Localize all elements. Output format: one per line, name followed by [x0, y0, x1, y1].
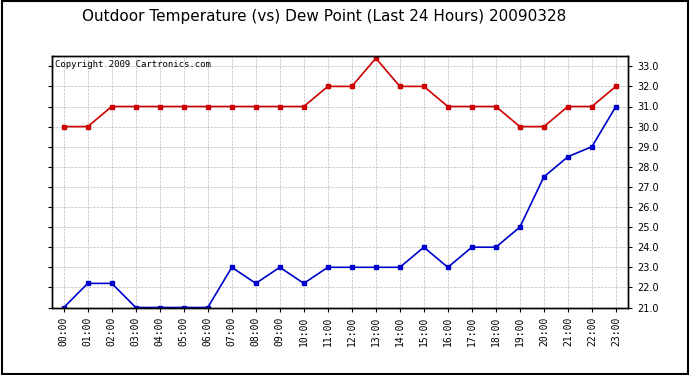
Text: Copyright 2009 Cartronics.com: Copyright 2009 Cartronics.com [55, 60, 210, 69]
Text: Outdoor Temperature (vs) Dew Point (Last 24 Hours) 20090328: Outdoor Temperature (vs) Dew Point (Last… [82, 9, 566, 24]
